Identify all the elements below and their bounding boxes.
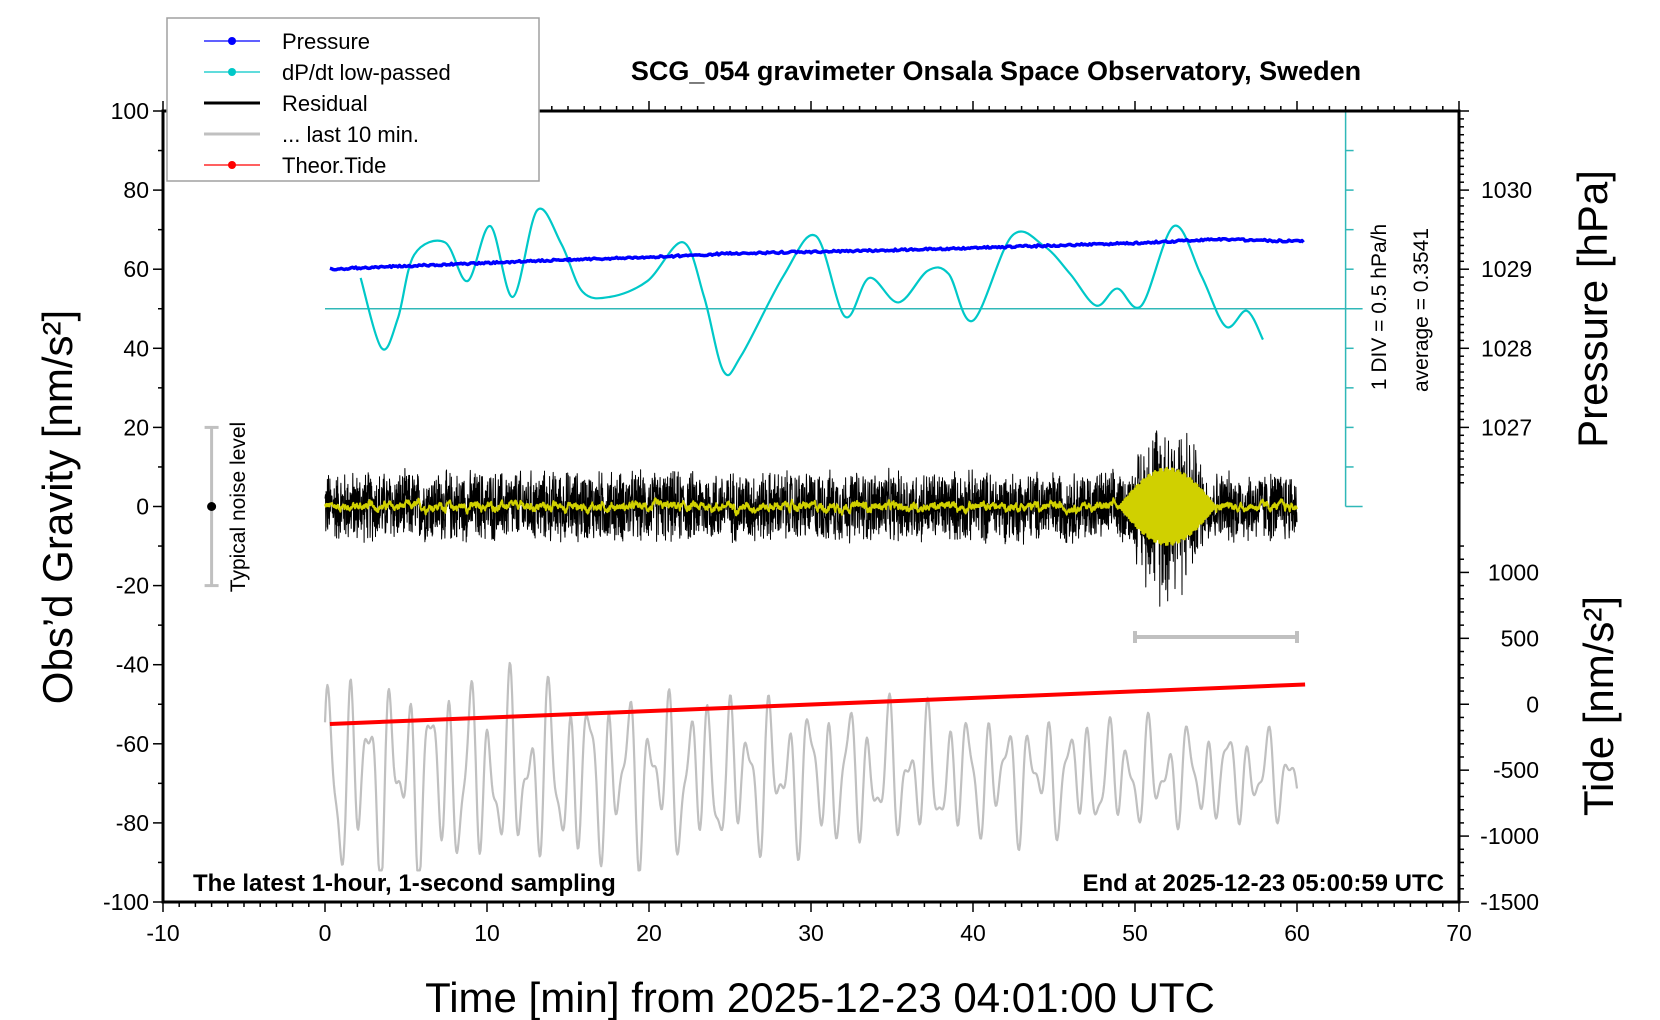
pressure-tick-label: 1029 (1481, 256, 1532, 282)
sampling-note: The latest 1-hour, 1-second sampling (193, 870, 616, 897)
legend-label: Pressure (282, 29, 370, 54)
x-tick-label: 30 (798, 920, 824, 946)
x-tick-label: 10 (474, 920, 500, 946)
legend-label: Theor.Tide (282, 153, 386, 178)
tide-tick-label: 0 (1526, 691, 1539, 717)
legend-box (166, 17, 540, 182)
tide-tick-label: -1500 (1480, 889, 1539, 915)
x-tick-label: 40 (960, 920, 986, 946)
y-tick-label: 40 (123, 335, 149, 361)
end-time-note: End at 2025-12-23 05:00:59 UTC (1083, 870, 1445, 897)
pressure-line (329, 236, 1305, 272)
x-tick-label: 60 (1284, 920, 1310, 946)
y-tick-label: -40 (116, 652, 149, 678)
y-axis-label-tide: Tide [nm/s²] (1575, 596, 1622, 816)
tide-tick-label: 500 (1501, 625, 1539, 651)
dpdt-scale-label: 1 DIV = 0.5 hPa/h (1368, 224, 1391, 390)
legend-marker (228, 37, 236, 45)
tide-tick-label: -1000 (1480, 823, 1539, 849)
x-tick-label: 50 (1122, 920, 1148, 946)
legend-marker (228, 68, 236, 76)
y-tick-label: 20 (123, 414, 149, 440)
noise-bar-center-point (207, 502, 217, 511)
x-axis-label: Time [min] from 2025-12-23 04:01:00 UTC (425, 974, 1215, 1020)
legend-marker (228, 161, 236, 169)
tide-tick-label: -500 (1493, 757, 1539, 783)
tide-tick-label: 1000 (1488, 559, 1539, 585)
dpdt-average-label: average = 0.3541 (1410, 228, 1433, 392)
legend-label: Residual (282, 91, 368, 116)
chart-title: SCG_054 gravimeter Onsala Space Observat… (631, 56, 1361, 86)
x-tick-label: 20 (636, 920, 662, 946)
legend-label: dP/dt low-passed (282, 60, 451, 85)
y-tick-label: 80 (123, 177, 149, 203)
y-tick-label: 100 (111, 98, 149, 124)
y-axis-label-left: Obs’d Gravity [nm/s²] (34, 310, 81, 704)
legend-label: ... last 10 min. (282, 122, 419, 147)
noise-level-label: Typical noise level (227, 422, 250, 592)
pressure-tick-label: 1028 (1481, 335, 1532, 361)
dpdt-line (359, 207, 1264, 377)
last-10-min-line (323, 661, 1299, 872)
x-tick-label: -10 (146, 920, 179, 946)
y-tick-label: -60 (116, 731, 149, 757)
y-tick-label: -20 (116, 573, 149, 599)
legend: Pressure dP/dt low-passed Residual ... last… (166, 17, 540, 182)
y-tick-label: 60 (123, 256, 149, 282)
pressure-tick-label: 1030 (1481, 177, 1532, 203)
residual-smoothed-line (324, 466, 1298, 546)
y-tick-label: -100 (103, 889, 149, 915)
pressure-tick-label: 1027 (1481, 414, 1532, 440)
x-tick-label: 0 (319, 920, 332, 946)
y-tick-label: 0 (136, 494, 149, 520)
y-tick-label: -80 (116, 810, 149, 836)
y-axis-label-pressure: Pressure [hPa] (1569, 170, 1616, 448)
theoretical-tide-line (329, 682, 1306, 726)
x-tick-label: 70 (1446, 920, 1472, 946)
